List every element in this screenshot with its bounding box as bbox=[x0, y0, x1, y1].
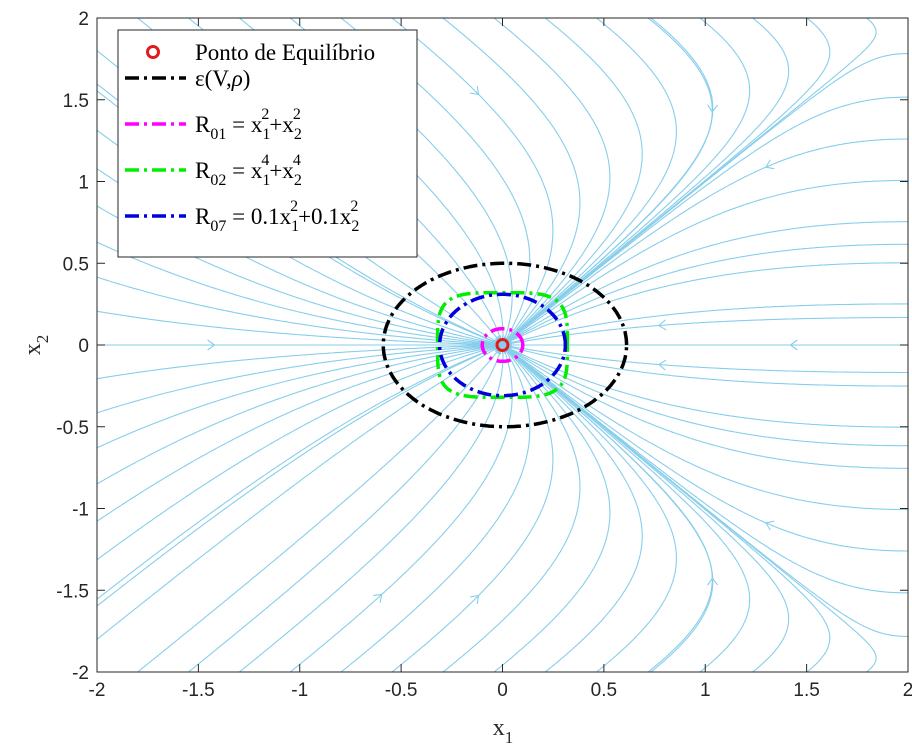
streamline-arrow bbox=[373, 593, 383, 603]
streamline bbox=[136, 344, 504, 672]
streamline-arrow bbox=[657, 319, 667, 331]
curve-r02 bbox=[435, 290, 570, 400]
curve-v bbox=[381, 261, 629, 429]
streamline bbox=[97, 344, 504, 641]
streamline bbox=[493, 343, 611, 672]
streamline bbox=[97, 344, 504, 600]
y-tick-label: -0.5 bbox=[56, 418, 89, 439]
curve-r07 bbox=[437, 292, 568, 398]
streamline bbox=[501, 343, 714, 672]
x-tick-label: -1.5 bbox=[182, 680, 215, 701]
x-tick-label: -2 bbox=[89, 680, 106, 701]
streamline bbox=[391, 18, 554, 346]
y-tick-label: -1 bbox=[72, 500, 89, 521]
streamline-arrow bbox=[470, 85, 480, 96]
x-tick-label: 2 bbox=[903, 680, 912, 701]
region-curves bbox=[381, 261, 629, 429]
y-tick-label: 0.5 bbox=[63, 254, 89, 275]
x-tick-label: -1 bbox=[291, 680, 308, 701]
streamline bbox=[859, 705, 912, 714]
streamline bbox=[97, 344, 504, 449]
x-tick-label: 1.5 bbox=[793, 680, 819, 701]
streamline bbox=[238, 343, 504, 672]
y-tick-label: 1.5 bbox=[63, 91, 89, 112]
legend-entry-label: R07 = 0.1x12+0.1x22 bbox=[195, 198, 359, 235]
streamline-arrow bbox=[789, 339, 798, 351]
legend-entry-label: Ponto de Equilíbrio bbox=[195, 40, 375, 65]
streamline bbox=[501, 344, 751, 672]
legend-entry-label: ε(V,ρ) bbox=[195, 66, 250, 91]
streamline bbox=[442, 343, 581, 672]
streamline bbox=[502, 316, 908, 346]
x-axis-label: x1 bbox=[493, 715, 514, 747]
streamline bbox=[391, 344, 554, 672]
y-axis-label: x2 bbox=[20, 335, 52, 356]
y-tick-label: 0 bbox=[78, 336, 89, 357]
x-tick-label: 0 bbox=[497, 680, 508, 701]
streamline-arrow bbox=[470, 594, 480, 605]
streamline bbox=[502, 344, 908, 374]
streamline bbox=[501, 343, 790, 672]
x-tick-label: 0.5 bbox=[591, 680, 617, 701]
y-tick-label: -1.5 bbox=[56, 581, 89, 602]
streamline bbox=[289, 18, 513, 346]
streamline-arrow bbox=[765, 520, 775, 531]
streamline bbox=[502, 344, 908, 552]
streamline bbox=[502, 138, 908, 346]
streamline bbox=[501, 344, 908, 469]
y-tick-label: 1 bbox=[78, 173, 89, 194]
streamline bbox=[833, 693, 912, 714]
equilibrium-point-marker bbox=[495, 338, 510, 352]
streamline bbox=[501, 343, 877, 672]
legend-entry-label: R01 = x12+x22 bbox=[195, 106, 302, 143]
streamline-arrow bbox=[207, 339, 216, 351]
streamline bbox=[289, 344, 513, 672]
streamline bbox=[502, 344, 713, 672]
x-tick-label: -0.5 bbox=[385, 680, 418, 701]
streamline bbox=[501, 221, 908, 346]
legend-box bbox=[117, 29, 418, 258]
streamline bbox=[501, 344, 908, 387]
y-tick-label: 2 bbox=[78, 9, 89, 30]
legend-entry-label: R02 = x14+x24 bbox=[195, 152, 302, 189]
x-tick-label: 1 bbox=[700, 680, 711, 701]
axis-ticks: -2 -1.5 -1 -0.5 0 0.5 1 1.5 2 -2 -1.5 -1 -0.5 0 0.5 1 1.… bbox=[56, 9, 912, 701]
y-tick-label: -2 bbox=[72, 663, 89, 684]
streamline-arrow bbox=[765, 159, 775, 170]
streamline bbox=[501, 18, 877, 347]
streamline-arrow bbox=[657, 359, 667, 371]
curve-r01 bbox=[480, 326, 525, 364]
legend-marker bbox=[146, 45, 160, 59]
